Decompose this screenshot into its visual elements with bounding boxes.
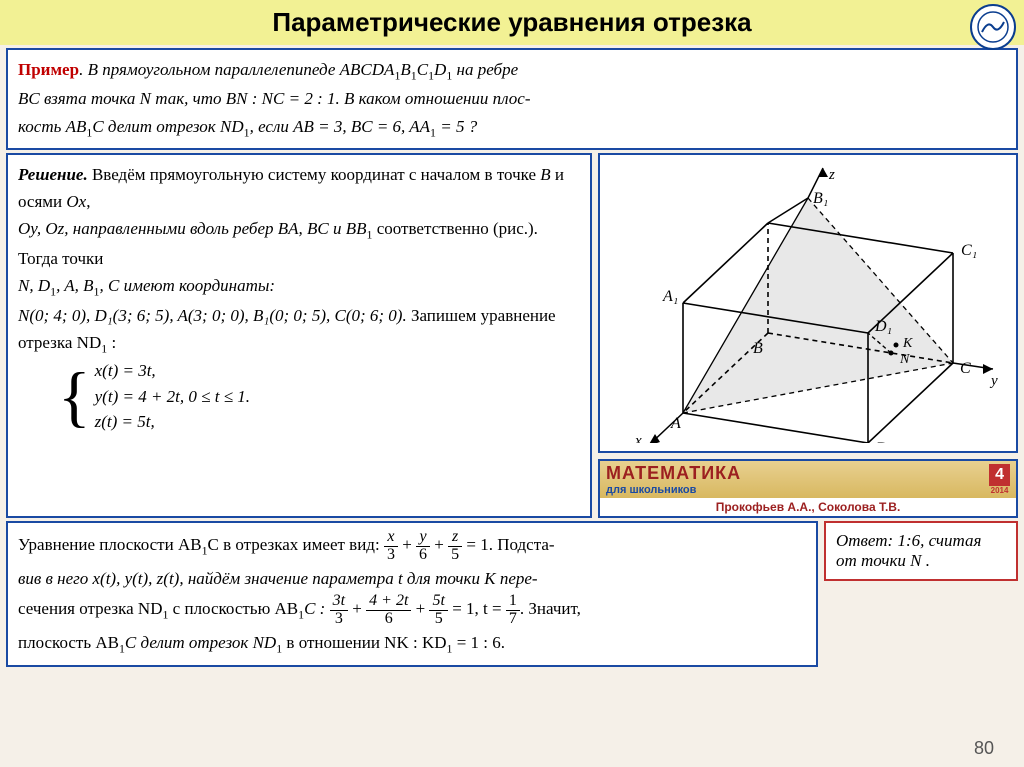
fr-zn: z xyxy=(448,529,462,547)
s2-1b: C в отрезках имеет вид: xyxy=(208,535,384,554)
journal-badge: МАТЕМАТИКА для школьников 4 2014 Прокофь… xyxy=(598,459,1018,518)
example-box: Пример. В прямоугольном параллелепипеде … xyxy=(6,48,1018,150)
fr3-d: 7 xyxy=(506,611,520,628)
s2-4c: в отношении NK : KD xyxy=(282,633,446,652)
fr3-n: 1 xyxy=(506,593,520,611)
fr2-ad: 3 xyxy=(330,611,348,628)
svg-text:A: A xyxy=(670,415,681,432)
page-title: Параметрические уравнения отрезка xyxy=(272,7,751,38)
svg-text:C₁: C₁ xyxy=(961,242,977,259)
svg-text:A₁: A₁ xyxy=(662,288,678,305)
s2-4d: = 1 : 6. xyxy=(452,633,505,652)
institution-logo xyxy=(970,4,1016,50)
s2-4: плоскость AB xyxy=(18,633,119,652)
journal-year: 2014 xyxy=(989,486,1010,495)
fr2-cn: 5t xyxy=(429,593,447,611)
s2-3a: сечения отрезка ND xyxy=(18,600,162,619)
eq-x: x(t) = 3t, xyxy=(95,358,250,384)
fr-yd: 6 xyxy=(416,547,430,564)
ex-l2: BC взята точка N так, что BN : NC = 2 : … xyxy=(18,89,531,108)
ex-l3a: кость AB xyxy=(18,117,86,136)
ex-l3d: = 5 ? xyxy=(436,117,477,136)
sol-p1: Введём прямоугольную систему координат с… xyxy=(88,165,541,184)
svg-text:D: D xyxy=(875,440,888,443)
fr-zd: 5 xyxy=(448,547,462,564)
ex-l3c: , если AB = 3, BC = 6, AA xyxy=(250,117,430,136)
ex-l1a: . В прямоугольном параллелепипеде xyxy=(79,60,340,79)
svg-text:N: N xyxy=(899,352,910,367)
s2-4b: C делит отрезок ND xyxy=(125,633,276,652)
sol-p3b: , A, B xyxy=(56,276,93,295)
svg-text:C: C xyxy=(960,360,971,377)
svg-text:K: K xyxy=(902,336,913,351)
svg-text:x: x xyxy=(634,433,642,443)
solution-box: Решение. Введём прямоугольную систему ко… xyxy=(6,153,592,518)
page-number: 80 xyxy=(974,738,994,759)
s2-3c: C : xyxy=(304,600,330,619)
s2-1: Уравнение плоскости AB xyxy=(18,535,202,554)
ex-l3b: C делит отрезок ND xyxy=(92,117,243,136)
solution-continued: Уравнение плоскости AB 1 C в отрезках имее… xyxy=(6,521,818,667)
sol-p1b: B xyxy=(540,165,550,184)
solution-label: Решение. xyxy=(18,165,88,184)
ex-l1f: на ребре xyxy=(452,60,518,79)
fr-xd: 3 xyxy=(384,547,398,564)
middle-row: Решение. Введём прямоугольную систему ко… xyxy=(6,153,1018,518)
example-label: Пример xyxy=(18,60,79,79)
fr2-cd: 5 xyxy=(429,611,447,628)
parallelepiped-diagram: A B C D A₁ B₁ C₁ D₁ K N z y x xyxy=(613,163,1003,443)
s2-2: вив в него x(t), y(t), z(t), найдём знач… xyxy=(18,569,538,588)
sol-p2a: Oy, Oz, направленными вдоль ребер BA, BC… xyxy=(18,219,367,238)
sol-p3c: , C имеют координаты: xyxy=(100,276,276,295)
sol-p3: N, D xyxy=(18,276,50,295)
svg-text:z: z xyxy=(828,167,835,183)
fr2-bd: 6 xyxy=(366,611,411,628)
eq-z: z(t) = 5t, xyxy=(95,409,250,435)
figure-box: A B C D A₁ B₁ C₁ D₁ K N z y x xyxy=(598,153,1018,453)
ex-l1d: C xyxy=(417,60,428,79)
eq-y: y(t) = 4 + 2t, 0 ≤ t ≤ 1. xyxy=(95,384,250,410)
ex-l1e: D xyxy=(434,60,446,79)
s2-3e: . Значит, xyxy=(520,600,581,619)
svg-text:B₁: B₁ xyxy=(813,190,828,207)
ex-l1b: ABCDA xyxy=(340,60,395,79)
journal-title: МАТЕМАТИКА xyxy=(606,463,741,484)
journal-subtitle: для школьников xyxy=(606,484,741,496)
answer-box: Ответ: 1:6, считая от точки N . xyxy=(824,521,1018,581)
parametric-system: { x(t) = 3t, y(t) = 4 + 2t, 0 ≤ t ≤ 1. z… xyxy=(58,358,580,435)
svg-text:B: B xyxy=(753,340,763,357)
bottom-row: Уравнение плоскости AB 1 C в отрезках имее… xyxy=(6,521,1018,667)
fr-xn: x xyxy=(384,529,398,547)
svg-text:y: y xyxy=(989,373,998,389)
answer-label: Ответ xyxy=(836,531,888,550)
ex-l1c: B xyxy=(400,60,410,79)
fr-yn: y xyxy=(416,529,430,547)
journal-authors: Прокофьев А.А., Соколова Т.В. xyxy=(600,498,1016,516)
sol-p1d: Ox xyxy=(66,192,86,211)
fr2-an: 3t xyxy=(330,593,348,611)
fr2-bn: 4 + 2t xyxy=(366,593,411,611)
sol-coords: N(0; 4; 0), D₁(3; 6; 5), A(3; 0; 0), B₁(… xyxy=(18,306,407,325)
title-bar: Параметрические уравнения отрезка xyxy=(0,0,1024,45)
s2-1c: = 1. Подста- xyxy=(462,535,554,554)
s2-3b: с плоскостью AB xyxy=(168,600,298,619)
journal-issue: 4 xyxy=(989,464,1010,486)
s2-3d: = 1, t = xyxy=(448,600,506,619)
svg-text:D₁: D₁ xyxy=(874,318,892,335)
